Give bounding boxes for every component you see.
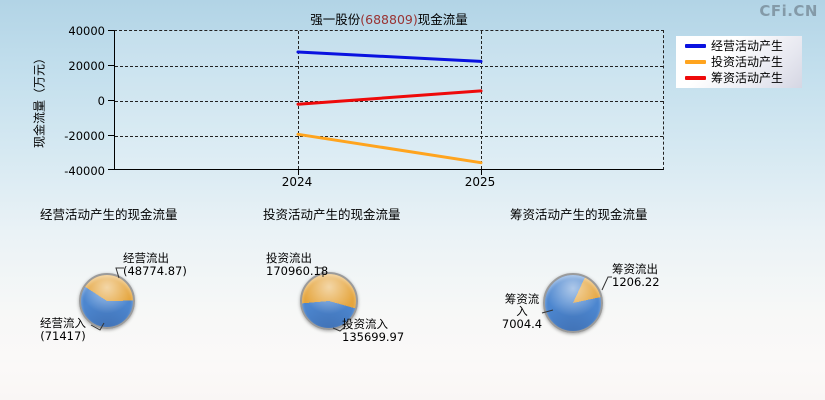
slice-value: 170960.18 xyxy=(266,264,329,279)
y-axis-title: 现金流量（万元） xyxy=(32,51,47,149)
pie-label-investing-in: 投资流入 135699.97 xyxy=(342,317,405,345)
line-investing-activities xyxy=(296,132,483,165)
slice-label: 筹资流入 xyxy=(504,292,540,319)
pie-financing-cashflow xyxy=(543,273,603,333)
y-axis-tick xyxy=(108,100,114,101)
slice-value: (71417) xyxy=(40,329,86,344)
y-tick-label: -40000 xyxy=(64,164,105,178)
title-company: 强一股份 xyxy=(310,12,361,27)
slice-label: 经营流出 xyxy=(123,251,169,265)
x-tick-label-2024: 2024 xyxy=(281,175,313,189)
slice-value: 7004.4 xyxy=(501,317,543,332)
pie-label-investing-out: 投资流出 170960.18 xyxy=(266,252,328,277)
pie-label-operating-out: 经营流出 (48774.87) xyxy=(123,252,187,277)
slice-label: 筹资流出 xyxy=(612,262,658,276)
legend-label: 经营活动产生 xyxy=(711,39,784,53)
title-stock-code: (688809) xyxy=(360,12,418,27)
legend-label: 投资活动产生 xyxy=(711,55,784,69)
gridline-2025 xyxy=(480,31,482,169)
legend-label: 筹资活动产生 xyxy=(711,71,784,85)
pie-operating-cashflow xyxy=(79,273,135,329)
pie-title-operating: 经营活动产生的现金流量 xyxy=(40,207,178,222)
line-financing-activities xyxy=(296,89,483,106)
pie-title-investing: 投资活动产生的现金流量 xyxy=(263,207,401,222)
x-axis-tick-2024 xyxy=(297,170,299,175)
gridline-neg20000 xyxy=(115,135,663,137)
y-tick-label: 0 xyxy=(97,94,105,108)
pie-label-financing-in: 筹资流入 7004.4 xyxy=(501,293,543,330)
cashflow-line-series xyxy=(296,50,483,165)
pie-title-financing: 筹资活动产生的现金流量 xyxy=(510,207,648,222)
legend-swatch-orange xyxy=(685,60,706,64)
y-axis-tick xyxy=(108,135,114,136)
y-tick-label: 20000 xyxy=(68,59,105,73)
slice-value: 1206.22 xyxy=(612,275,660,290)
legend-item-operating: 经营活动产生 xyxy=(685,39,802,54)
gridline-20000 xyxy=(115,65,663,67)
pie-investing-cashflow xyxy=(300,272,358,330)
legend-item-financing: 筹资活动产生 xyxy=(685,71,802,86)
cfi-watermark-logo: CFi.CN xyxy=(759,2,818,20)
x-tick-label-2025: 2025 xyxy=(464,175,496,189)
title-suffix: 现金流量 xyxy=(417,12,468,27)
chart-title: 强一股份(688809)现金流量 xyxy=(114,9,664,28)
legend-swatch-blue xyxy=(685,44,706,48)
slice-label: 经营流入 xyxy=(40,316,86,330)
y-axis-tick xyxy=(108,30,114,31)
y-axis-tick xyxy=(108,65,114,66)
line-plot-area xyxy=(108,30,664,175)
y-axis-tick xyxy=(108,169,114,170)
line-operating-activities xyxy=(296,50,483,63)
slice-value: (48774.87) xyxy=(123,264,187,279)
slice-label: 投资流入 xyxy=(342,317,388,331)
x-axis-tick-2025 xyxy=(480,170,482,175)
gridline-2024 xyxy=(297,31,299,169)
pie-label-operating-in: 经营流入 (71417) xyxy=(36,317,90,342)
slice-label: 投资流出 xyxy=(266,251,312,265)
y-tick-label: -20000 xyxy=(64,129,105,143)
gridline-0 xyxy=(115,100,663,102)
slice-value: 135699.97 xyxy=(342,330,405,345)
legend-swatch-red xyxy=(685,76,706,80)
pie-label-financing-out: 筹资流出 1206.22 xyxy=(612,262,660,290)
legend-item-investing: 投资活动产生 xyxy=(685,55,802,70)
y-tick-label: 40000 xyxy=(68,24,105,38)
legend: 经营活动产生 投资活动产生 筹资活动产生 xyxy=(676,36,802,88)
